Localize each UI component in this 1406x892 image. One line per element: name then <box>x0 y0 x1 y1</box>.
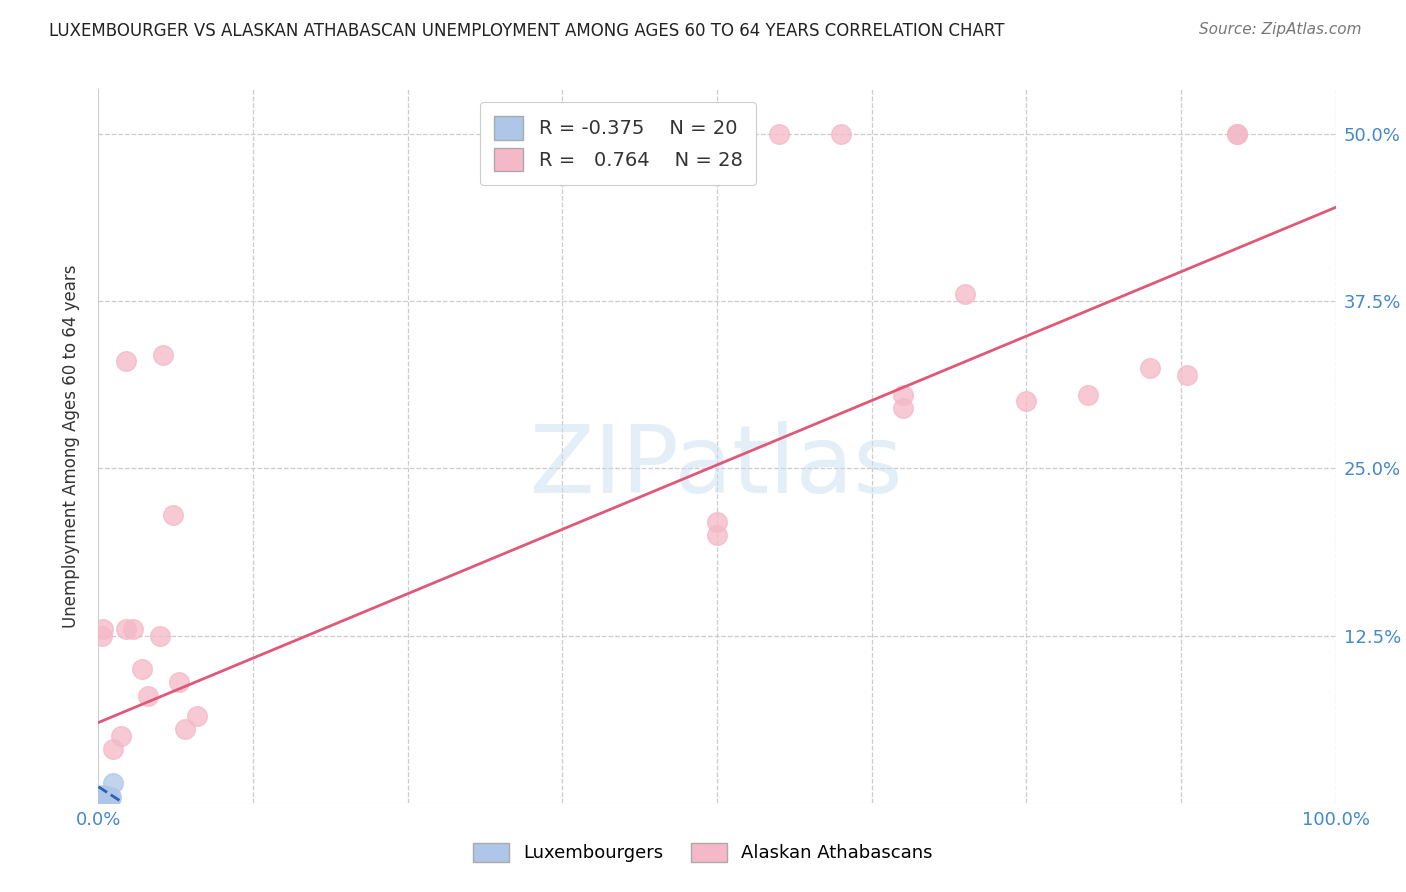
Point <box>1139 360 1161 375</box>
Point <box>91 793 114 807</box>
Y-axis label: Unemployment Among Ages 60 to 64 years: Unemployment Among Ages 60 to 64 years <box>62 264 80 628</box>
Point <box>131 662 153 676</box>
Point <box>1077 387 1099 401</box>
Point <box>186 708 208 723</box>
Text: Source: ZipAtlas.com: Source: ZipAtlas.com <box>1198 22 1361 37</box>
Point <box>110 729 132 743</box>
Point <box>122 622 145 636</box>
Point <box>891 401 914 415</box>
Point <box>152 347 174 361</box>
Point <box>91 790 114 805</box>
Point <box>768 127 790 141</box>
Point <box>167 675 190 690</box>
Point <box>830 127 852 141</box>
Point <box>91 628 114 642</box>
Point <box>90 791 112 805</box>
Point <box>891 387 914 401</box>
Point <box>149 628 172 642</box>
Point <box>162 508 184 522</box>
Point <box>114 354 136 368</box>
Point <box>90 789 112 803</box>
Legend: Luxembourgers, Alaskan Athabascans: Luxembourgers, Alaskan Athabascans <box>465 836 941 870</box>
Point <box>1015 394 1038 409</box>
Point <box>93 791 115 805</box>
Point <box>93 788 115 802</box>
Point <box>96 790 118 805</box>
Point <box>98 791 121 805</box>
Point <box>706 515 728 529</box>
Point <box>1175 368 1198 382</box>
Point <box>103 775 125 789</box>
Point <box>93 793 115 807</box>
Point <box>93 789 115 803</box>
Point <box>93 622 115 636</box>
Point <box>953 287 976 301</box>
Point <box>93 789 115 803</box>
Point <box>93 791 115 805</box>
Point <box>174 722 197 736</box>
Legend: R = -0.375    N = 20, R =   0.764    N = 28: R = -0.375 N = 20, R = 0.764 N = 28 <box>481 103 756 185</box>
Point <box>100 790 122 805</box>
Point <box>97 790 120 805</box>
Point <box>94 789 117 803</box>
Point <box>114 622 136 636</box>
Point <box>93 794 115 808</box>
Point <box>91 789 114 803</box>
Text: ZIPatlas: ZIPatlas <box>530 421 904 514</box>
Point <box>706 528 728 542</box>
Point <box>103 742 125 756</box>
Point <box>136 689 159 703</box>
Point <box>1226 127 1249 141</box>
Point <box>94 793 117 807</box>
Text: LUXEMBOURGER VS ALASKAN ATHABASCAN UNEMPLOYMENT AMONG AGES 60 TO 64 YEARS CORREL: LUXEMBOURGER VS ALASKAN ATHABASCAN UNEMP… <box>49 22 1005 40</box>
Point <box>1226 127 1249 141</box>
Point <box>96 793 118 807</box>
